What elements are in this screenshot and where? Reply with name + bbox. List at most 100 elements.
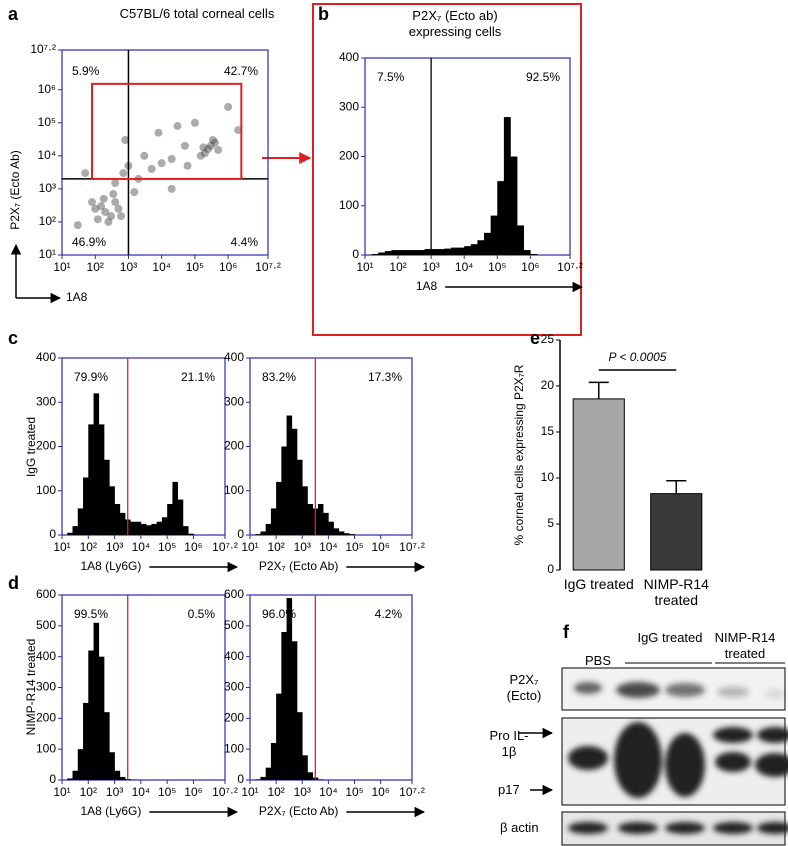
- error-bar: [588, 381, 609, 399]
- row-label: Pro IL-1β: [489, 728, 529, 759]
- histogram-bar: [323, 512, 329, 535]
- x-tick-label: 10⁷·²: [212, 540, 238, 554]
- histogram-bar: [151, 523, 157, 535]
- x-tick-label: 10⁵: [186, 260, 204, 274]
- gate-percent: 92.5%: [526, 70, 560, 84]
- x-tick-label: 10⁴: [152, 260, 171, 274]
- event-point: [111, 179, 120, 188]
- y-tick-label: 300: [224, 680, 244, 694]
- histogram-bar: [72, 770, 79, 780]
- lane-label: NIMP-R14 treated: [714, 630, 776, 661]
- histogram-bar: [77, 508, 84, 535]
- histogram-bar: [114, 504, 121, 535]
- x-axis-label: 1A8: [66, 290, 88, 304]
- plot-frame: [61, 49, 269, 256]
- y-tick-label: 200: [224, 439, 244, 453]
- gate-frame: [312, 3, 582, 336]
- x-tick-label: 10⁷·²: [399, 540, 425, 554]
- chart-title: C57BL/6 total corneal cells: [119, 6, 275, 21]
- panel-label: c: [8, 328, 19, 348]
- histogram-bar: [424, 249, 432, 255]
- histogram-bar: [286, 598, 293, 780]
- x-tick-label: 10¹: [241, 785, 258, 799]
- row-label: NIMP-R14 treated: [24, 639, 38, 736]
- gate-percent: 83.2%: [262, 370, 296, 384]
- row-label: IgG treated: [24, 417, 38, 477]
- x-tick-label: 10²: [80, 540, 97, 554]
- histogram-bar: [156, 521, 163, 535]
- y-tick-label: 10⁶: [38, 82, 56, 96]
- y-tick-label: 25: [541, 332, 555, 346]
- histogram-bar: [140, 523, 147, 535]
- event-point: [180, 141, 189, 150]
- event-point: [104, 217, 113, 226]
- event-point: [204, 145, 213, 154]
- y-tick-label: 400: [36, 350, 56, 364]
- y-tick-label: 500: [224, 618, 244, 632]
- y-tick-label: 0: [237, 527, 244, 541]
- x-tick-label: 10³: [422, 260, 439, 274]
- event-point: [121, 136, 130, 145]
- y-tick-label: 0: [49, 527, 56, 541]
- y-tick-label: 0: [352, 247, 359, 261]
- x-tick-label: 10²: [87, 260, 104, 274]
- gate-percent: 96.0%: [262, 607, 296, 621]
- y-tick-label: 5: [547, 516, 554, 530]
- bar: [572, 398, 625, 571]
- histogram-bar: [146, 525, 152, 535]
- event-point: [196, 151, 205, 160]
- event-point: [173, 121, 182, 130]
- x-tick-label: 10¹: [53, 785, 70, 799]
- x-tick-label: 10³: [120, 260, 137, 274]
- event-point: [101, 207, 110, 216]
- panel-label: b: [318, 4, 329, 24]
- histogram-bar: [328, 521, 334, 535]
- gate-percent: 0.5%: [188, 607, 216, 621]
- y-tick-label: 400: [224, 350, 244, 364]
- histogram-bar: [172, 481, 178, 535]
- y-tick-label: 100: [36, 483, 56, 497]
- event-point: [224, 102, 233, 111]
- x-tick-label: NIMP-R14 treated: [643, 576, 709, 608]
- y-tick-label: 0: [237, 772, 244, 786]
- y-tick-label: 400: [339, 50, 359, 64]
- gate-percent: 4.2%: [375, 607, 403, 621]
- x-tick-label: 10⁶: [521, 260, 539, 274]
- y-tick-label: 10⁴: [37, 148, 56, 162]
- histogram-bar: [83, 477, 89, 535]
- histogram-bar: [270, 743, 277, 780]
- histogram-bar: [88, 424, 94, 535]
- event-point: [190, 118, 199, 127]
- event-point: [147, 164, 156, 173]
- event-point: [109, 189, 118, 198]
- x-tick-label: 10⁵: [345, 785, 363, 799]
- quadrant-percent: 5.9%: [72, 64, 100, 78]
- histogram-bar: [490, 215, 498, 255]
- histogram-bar: [338, 531, 345, 535]
- x-tick-label: 10³: [106, 785, 123, 799]
- chart-title: P2X₇ (Ecto ab) expressing cells: [408, 8, 502, 39]
- event-point: [99, 194, 108, 203]
- histogram-bar: [104, 459, 110, 535]
- event-point: [214, 145, 223, 154]
- histogram-bar: [497, 181, 505, 255]
- event-point: [154, 128, 163, 137]
- x-tick-label: 10⁵: [158, 540, 176, 554]
- y-tick-label: 10³: [39, 181, 56, 195]
- y-tick-label: 100: [339, 198, 359, 212]
- x-tick-label: 10⁴: [132, 540, 151, 554]
- histogram-bar: [297, 459, 303, 535]
- histogram-bar: [67, 532, 73, 535]
- event-point: [167, 184, 176, 193]
- y-tick-label: 100: [36, 741, 56, 755]
- x-tick-label: 10¹: [53, 260, 70, 274]
- histogram-bar: [83, 702, 89, 780]
- x-tick-label: 10⁴: [455, 260, 474, 274]
- x-tick-label: 10⁴: [319, 785, 338, 799]
- histogram-bar: [67, 778, 73, 780]
- x-tick-label: 10⁴: [132, 785, 151, 799]
- event-point: [114, 204, 123, 213]
- histogram-bar: [317, 779, 324, 780]
- histogram-bar: [333, 528, 340, 535]
